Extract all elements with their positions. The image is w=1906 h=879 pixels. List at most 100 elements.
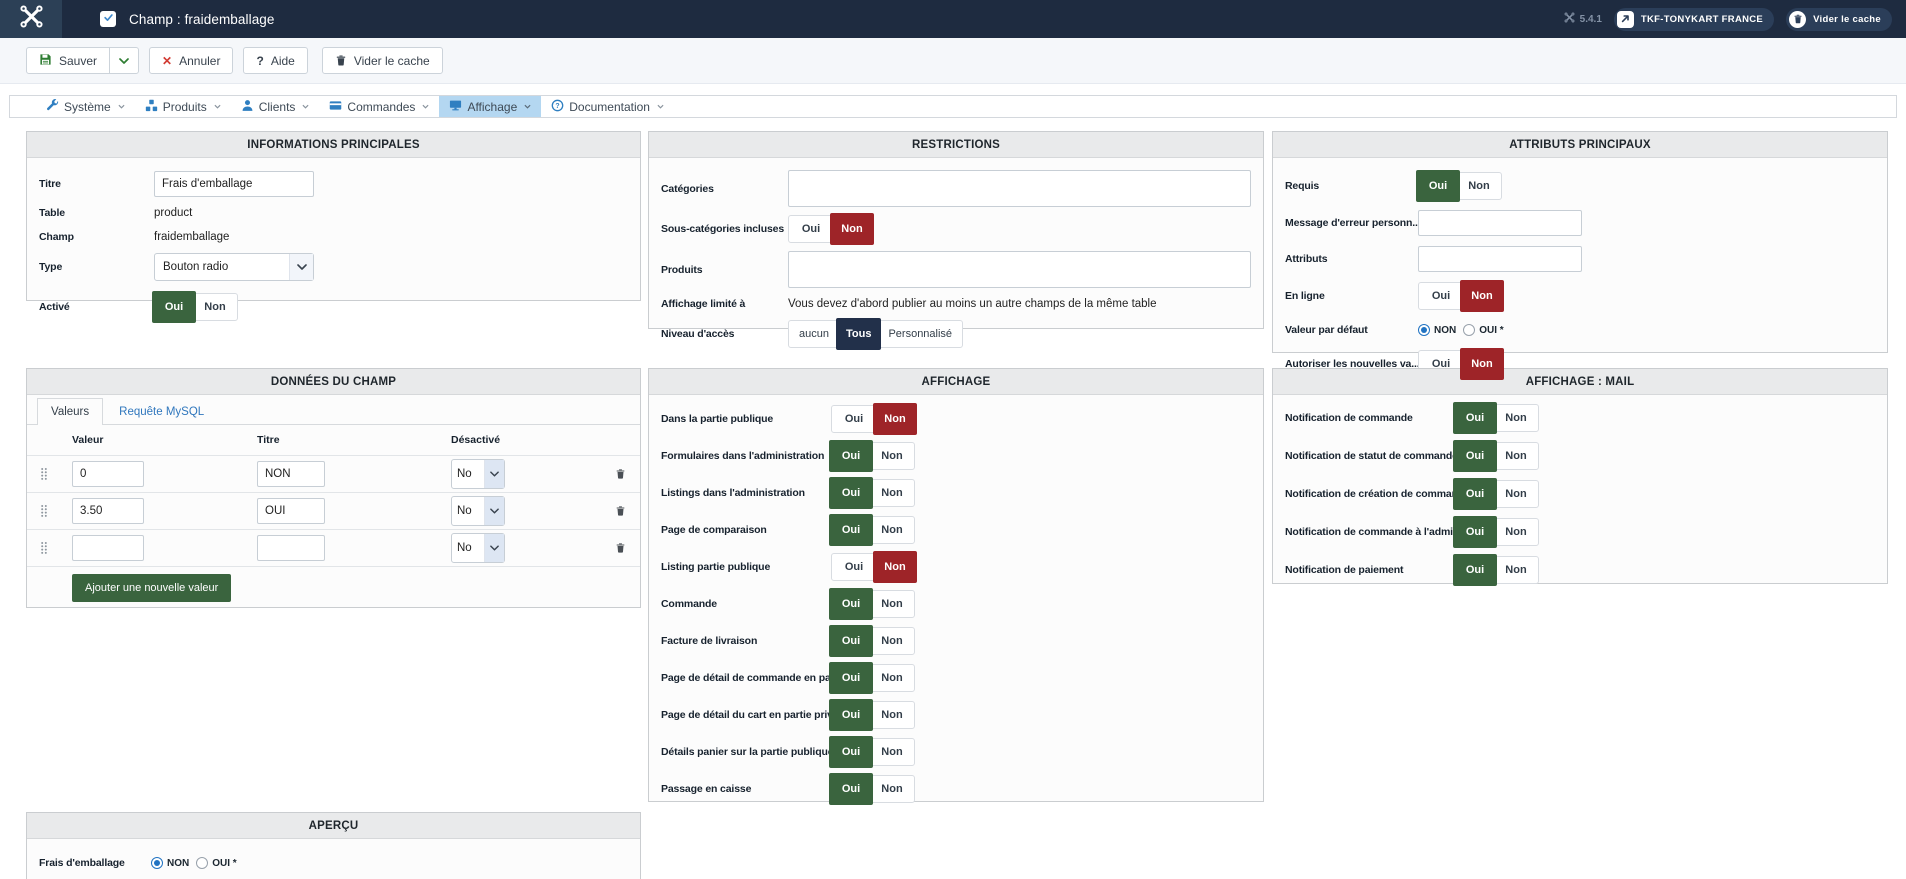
clear-cache-button[interactable]: Vider le cache [321, 47, 443, 74]
toggle-non[interactable]: Non [204, 301, 226, 313]
table-value: product [154, 207, 193, 219]
site-preview-button[interactable]: TKF-TONYKART FRANCE [1613, 7, 1775, 31]
toggle-non[interactable]: Non [881, 708, 903, 721]
toggle-non[interactable]: Non [1505, 450, 1527, 462]
delete-row-button[interactable] [615, 542, 640, 554]
title-checkbox[interactable] [100, 11, 116, 27]
toggle-oui[interactable]: Oui [844, 560, 864, 573]
access-tous[interactable]: Tous [835, 318, 882, 350]
toggle-oui[interactable]: Oui [829, 587, 873, 620]
radio-non[interactable] [151, 857, 163, 869]
toggle-non[interactable]: Non [881, 449, 903, 462]
trash-icon [1789, 10, 1807, 28]
toggle-oui[interactable]: Oui [829, 624, 873, 657]
desactive-select[interactable]: No [451, 533, 505, 563]
toggle-oui[interactable]: Oui [829, 476, 873, 509]
valeur-input[interactable] [72, 498, 144, 524]
type-select[interactable]: Bouton radio [154, 253, 314, 281]
toggle-oui[interactable]: Oui [152, 291, 196, 323]
toggle-non[interactable]: Non [881, 745, 903, 758]
toggle-non[interactable]: Non [1505, 564, 1527, 576]
radio-oui[interactable] [196, 857, 209, 869]
menu-item-documentation[interactable]: ? Documentation [541, 96, 674, 117]
toggle-oui[interactable]: Oui [1453, 478, 1497, 510]
toggle-oui[interactable]: Oui [1431, 358, 1451, 370]
toggle-oui[interactable]: Oui [1416, 170, 1460, 202]
access-personnalise[interactable]: Personnalisé [888, 328, 953, 340]
toggle-oui[interactable]: Oui [829, 439, 873, 472]
toggle-non[interactable]: Non [881, 634, 903, 647]
toggle-oui[interactable]: Oui [1453, 402, 1497, 434]
toggle-oui[interactable]: Oui [829, 661, 873, 694]
toggle-non[interactable]: Non [1505, 488, 1527, 500]
save-dropdown-toggle[interactable] [109, 48, 138, 73]
drag-handle[interactable] [27, 467, 61, 481]
menu-item-produits[interactable]: Produits [135, 96, 231, 117]
desactive-select[interactable]: No [451, 496, 505, 526]
attributes-input[interactable] [1418, 246, 1582, 272]
delete-row-button[interactable] [615, 505, 640, 517]
menu-item-systeme[interactable]: Système [36, 96, 135, 117]
drag-handle[interactable] [27, 541, 61, 555]
titre-input[interactable] [257, 498, 325, 524]
caret-down-icon [302, 104, 309, 109]
toggle-non[interactable]: Non [1505, 526, 1527, 538]
toggle-non[interactable]: Non [881, 523, 903, 536]
titre-input[interactable] [257, 535, 325, 561]
drag-handle[interactable] [27, 504, 61, 518]
radio-oui[interactable] [1463, 324, 1476, 336]
joomla-logo-tile[interactable] [0, 0, 62, 38]
toggle-oui[interactable]: Oui [829, 735, 873, 768]
toggle-oui[interactable]: Oui [801, 223, 821, 235]
toggle-non[interactable]: Non [1460, 348, 1504, 380]
toggle-non[interactable]: Non [873, 402, 917, 435]
valeur-input[interactable] [72, 535, 144, 561]
menu-item-commandes[interactable]: Commandes [319, 96, 439, 117]
cancel-button[interactable]: ✕ Annuler [149, 47, 234, 74]
row-label: Commande [661, 597, 717, 610]
access-aucun[interactable]: aucun [799, 328, 829, 340]
toggle-non[interactable]: Non [1505, 412, 1527, 424]
limited-label: Affichage limité à [661, 298, 746, 310]
toggle-non[interactable]: Non [881, 597, 903, 610]
panel-header: AFFICHAGE : MAIL [1273, 369, 1887, 395]
toggle-row: Facture de livraison Oui Non [661, 622, 1251, 659]
error-message-input[interactable] [1418, 210, 1582, 236]
products-input[interactable] [788, 251, 1251, 288]
topbar-clear-cache-button[interactable]: Vider le cache [1786, 7, 1892, 31]
titre-input[interactable] [154, 171, 314, 197]
toggle-oui[interactable]: Oui [844, 412, 864, 425]
toggle-non[interactable]: Non [830, 213, 874, 245]
toggle-oui[interactable]: Oui [1453, 554, 1497, 586]
add-value-button[interactable]: Ajouter une nouvelle valeur [72, 574, 232, 602]
toggle-non[interactable]: Non [881, 671, 903, 684]
menu-item-clients[interactable]: Clients [231, 96, 320, 117]
panel-apercu: APERÇU Frais d'emballage NON OUI * [26, 812, 641, 879]
menu-item-affichage[interactable]: Affichage [439, 96, 542, 117]
save-button[interactable]: Sauver [27, 48, 109, 73]
toggle-non[interactable]: Non [873, 550, 917, 583]
toggle-oui[interactable]: Oui [829, 772, 873, 805]
radio-non[interactable] [1418, 324, 1430, 336]
row-label: Page de détail du cart en partie priv... [661, 708, 831, 721]
delete-row-button[interactable] [615, 468, 640, 480]
toggle-oui[interactable]: Oui [1453, 440, 1497, 472]
row-label: Page de détail de commande en par... [661, 671, 831, 684]
toggle-non[interactable]: Non [881, 782, 903, 795]
toggle-non[interactable]: Non [1460, 280, 1504, 312]
desactive-select[interactable]: No [451, 459, 505, 489]
toggle-non[interactable]: Non [1468, 180, 1490, 192]
toggle-non[interactable]: Non [881, 486, 903, 499]
toggle-oui[interactable]: Oui [829, 513, 873, 546]
valeur-input[interactable] [72, 461, 144, 487]
preview-radio-group: NON OUI * [151, 857, 244, 869]
chevron-down-icon [484, 460, 504, 488]
tab-requete-mysql[interactable]: Requête MySQL [119, 406, 205, 418]
toggle-oui[interactable]: Oui [1431, 290, 1451, 302]
tab-valeurs[interactable]: Valeurs [37, 398, 104, 425]
categories-input[interactable] [788, 170, 1251, 207]
toggle-oui[interactable]: Oui [1453, 516, 1497, 548]
titre-input[interactable] [257, 461, 325, 487]
toggle-oui[interactable]: Oui [829, 698, 873, 731]
help-button[interactable]: ? Aide [243, 47, 308, 74]
